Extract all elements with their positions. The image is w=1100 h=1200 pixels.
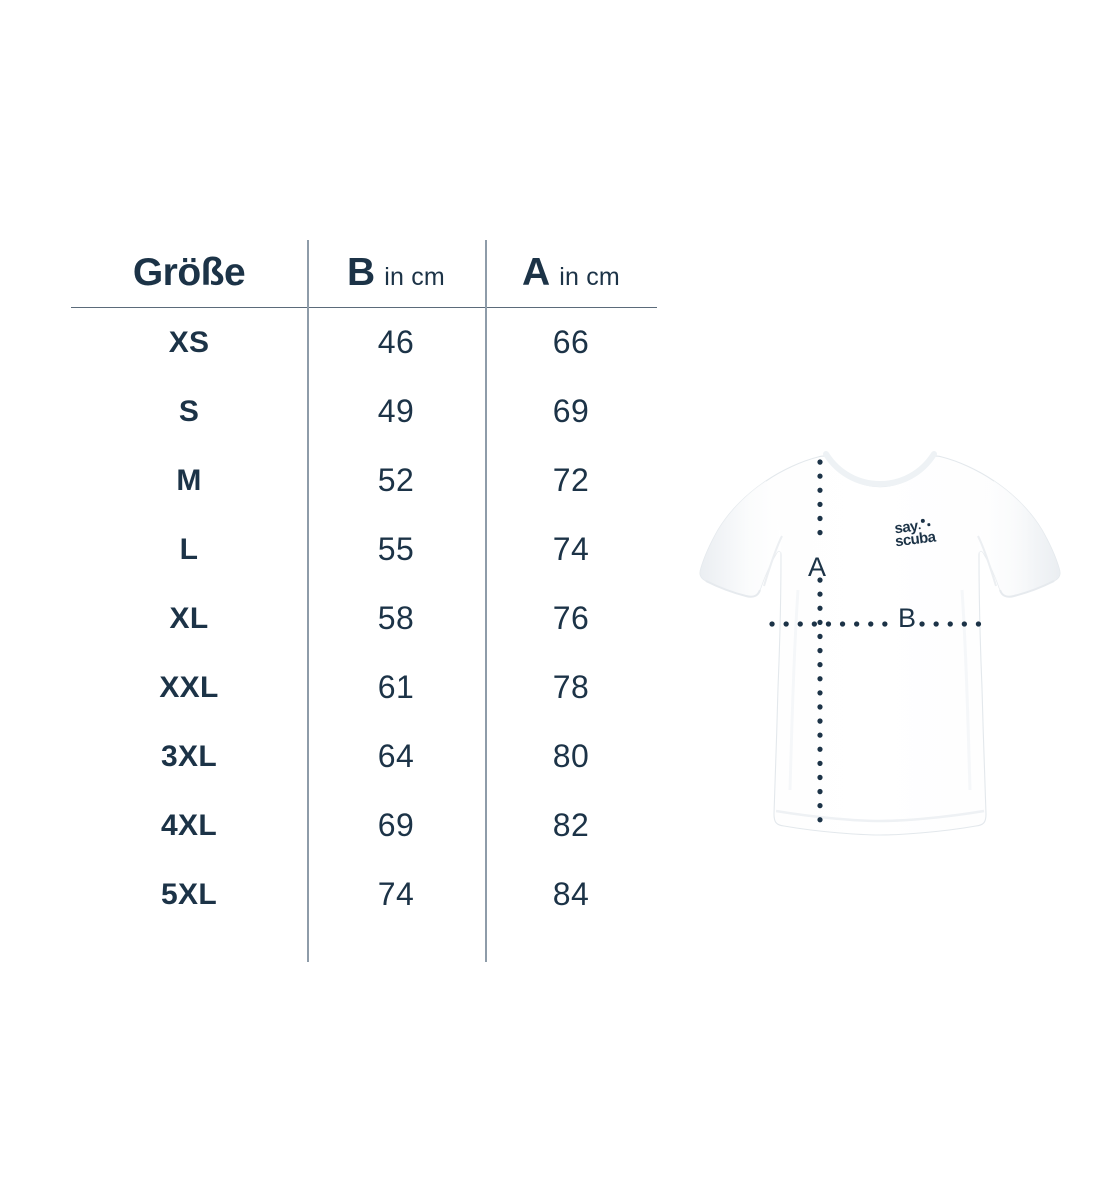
cell-length-a: 84 [552, 876, 590, 912]
table-column-divider-1 [307, 240, 309, 962]
cell-width-b: 52 [377, 462, 415, 498]
cell-width-b: 74 [377, 876, 415, 912]
cell-width-b: 61 [377, 669, 415, 705]
right-sleeve [979, 481, 1060, 597]
table-row: XL 58 76 [71, 584, 657, 653]
table-row: 3XL 64 80 [71, 722, 657, 791]
cell-length-a: 80 [552, 738, 590, 774]
measurement-label-a: A [808, 552, 827, 582]
table-row: 5XL 74 84 [71, 860, 657, 929]
tshirt-illustration [699, 451, 1061, 836]
cell-size: XXL [159, 670, 219, 704]
collar [823, 451, 937, 488]
cell-length-a: 69 [552, 393, 590, 429]
cell-length-a: 66 [485, 307, 657, 377]
hem-line [775, 809, 985, 823]
table-row: 4XL 69 82 [71, 791, 657, 860]
table-column-divider-2 [485, 240, 487, 962]
cell-width-b: 46 [307, 307, 485, 377]
measurement-label-b: B [898, 603, 917, 633]
tshirt-measurement-diagram: A B say scuba [690, 440, 1070, 865]
cell-size: L [179, 532, 199, 566]
cell-length-a: 76 [552, 600, 590, 636]
table-row: S 49 69 [71, 377, 657, 446]
cell-size: 3XL [161, 739, 217, 773]
cell-width-b: 69 [377, 807, 415, 843]
cell-length-a: 82 [552, 807, 590, 843]
column-header-a-unit: in cm [559, 262, 620, 291]
table-row: XS 46 66 [71, 307, 657, 377]
table-body: XS 46 66 S 49 69 M 52 72 L 55 74 XL 58 76 XXL 61 78 3XL 64 8… [71, 307, 657, 930]
cell-size: XL [169, 601, 209, 635]
table-row: L 55 74 [71, 515, 657, 584]
cell-size: XS [71, 307, 307, 377]
left-sleeve [700, 481, 781, 597]
table-row: M 52 72 [71, 446, 657, 515]
column-header-size-label: Größe [132, 250, 246, 294]
cell-size: 4XL [161, 808, 217, 842]
cell-length-a: 78 [552, 669, 590, 705]
cell-length-a: 74 [552, 531, 590, 567]
cell-size: S [178, 394, 200, 428]
cell-size: M [176, 463, 202, 497]
cell-length-a: 72 [552, 462, 590, 498]
cell-width-b: 58 [377, 600, 415, 636]
cell-size: 5XL [161, 877, 217, 911]
column-header-b-letter: B [347, 250, 376, 294]
logo-bubble-icon-2 [927, 523, 930, 526]
column-header-a-letter: A [522, 250, 551, 294]
column-header-size: Größe [71, 238, 307, 308]
cell-width-b: 64 [377, 738, 415, 774]
cell-width-b: 55 [377, 531, 415, 567]
column-header-b-unit: in cm [384, 262, 445, 291]
cell-width-b: 49 [377, 393, 415, 429]
table-row: XXL 61 78 [71, 653, 657, 722]
